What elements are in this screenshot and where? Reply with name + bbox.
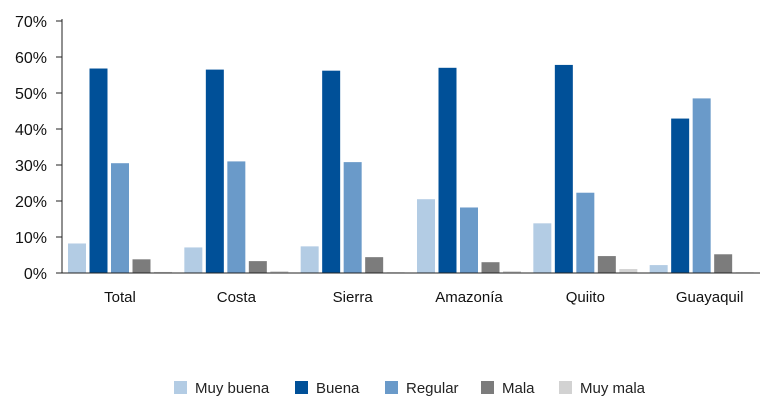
bar-muy-buena [417,199,435,273]
y-tick-label: 60% [15,50,47,67]
y-tick-label: 70% [15,14,47,31]
legend-label: Buena [316,380,360,397]
bars [68,64,754,274]
bar-mala [481,262,500,273]
y-tick-label: 50% [15,86,47,103]
y-axis: 0% 10% 20% 30% 40% 50% 60% 70% [15,14,63,283]
legend-swatch [559,381,572,394]
bar-regular [227,161,246,273]
x-tick-label: Quiito [566,289,605,306]
bar-mala [714,254,733,273]
x-tick-label: Costa [217,289,257,306]
y-tick-label: 30% [15,158,47,175]
bar-group-amazonía [417,67,521,273]
bar-regular [111,163,129,273]
legend-item: Buena [295,380,360,397]
legend-swatch [385,381,398,394]
legend-item: Muy buena [174,380,270,397]
bar-muy-mala [503,271,521,273]
legend-label: Muy mala [580,380,646,397]
legend-item: Regular [385,380,459,397]
y-tick-label: 0% [24,266,47,283]
x-tick-label: Amazonía [435,289,503,306]
x-axis: Total Costa Sierra Amazonía Quiito Guayaquil [62,272,760,306]
y-tick-label: 20% [15,194,47,211]
bar-group-guayaquil [649,98,754,274]
legend-item: Mala [481,380,535,397]
y-tick-label: 40% [15,122,47,139]
bar-group-total [68,68,172,274]
bar-buena [89,68,108,274]
bar-mala [597,256,616,273]
bar-regular [692,98,711,274]
legend-label: Muy buena [195,380,270,397]
bar-buena [205,69,224,273]
bar-muy-buena [184,247,203,273]
bar-muy-buena [300,246,319,273]
legend-item: Muy mala [559,380,646,397]
bar-buena [438,67,457,273]
bar-mala [132,259,151,273]
bar-muy-buena [68,243,86,273]
bar-mala [365,257,384,273]
x-tick-label: Sierra [333,289,374,306]
legend-label: Regular [406,380,459,397]
bar-mala [248,261,267,273]
x-tick-label: Total [104,289,136,306]
bar-buena [554,64,573,273]
bar-muy-buena [649,265,668,273]
bar-muy-mala [270,271,289,273]
bar-buena [322,70,341,274]
bar-regular [343,162,362,273]
x-tick-label: Guayaquil [676,289,744,306]
y-tick-label: 10% [15,230,47,247]
bar-group-quiito [533,64,638,273]
bar-muy-mala [154,271,172,273]
bar-muy-buena [533,223,552,273]
bar-group-costa [184,69,289,273]
bar-buena [671,118,690,273]
bar-group-sierra [300,70,405,274]
legend: Muy buena Buena Regular Mala Muy mala [174,380,646,397]
legend-swatch [295,381,308,394]
bar-muy-mala [619,269,638,273]
legend-swatch [481,381,494,394]
bar-regular [460,207,478,273]
bar-regular [576,192,595,273]
legend-swatch [174,381,187,394]
legend-label: Mala [502,380,535,397]
